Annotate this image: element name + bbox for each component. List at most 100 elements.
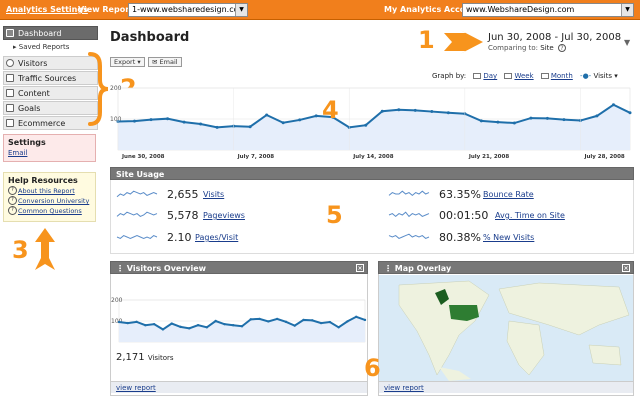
sidebar-item-traffic-sources[interactable]: Traffic Sources [3,71,98,85]
data-point [529,116,533,120]
x-tick-label: July 21, 2008 [468,154,509,160]
callout-6: 6 [364,354,381,382]
metric-label-link[interactable]: Bounce Rate [483,190,534,199]
data-point [430,110,434,114]
sparkline-path [116,190,158,198]
metric-value: 2.10 [167,231,192,244]
data-point [240,325,244,328]
envelope-icon: ✉ [152,58,160,66]
data-point [144,324,147,327]
visitors-count-value: 2,171 [116,352,145,363]
metric-label-link[interactable]: % New Visits [483,233,535,242]
help-icon[interactable]: ? [557,44,566,52]
graph-by-controls: Graph by: Day Week Month -●- Visits ▾ [432,72,618,80]
email-label: Email [159,58,178,66]
data-point [281,121,285,125]
sparkline-path [116,235,158,239]
help-link-conversion-university[interactable]: Conversion University [8,196,91,205]
callout-1: 1 [418,26,435,54]
graph-by-week[interactable]: Week [504,72,534,80]
email-button[interactable]: ✉ Email [148,57,182,67]
close-icon[interactable]: × [622,264,630,272]
calendar-icon [473,73,482,79]
accounts-value: www.WebshareDesign.com [466,5,575,14]
data-point [302,318,305,322]
settings-title: Settings [8,138,46,147]
analytics-settings-link[interactable]: Analytics Settings [6,5,88,14]
graph-by-day[interactable]: Day [473,72,497,80]
help-link-common-questions[interactable]: Common Questions [8,206,91,215]
sidebar-item-label: Traffic Sources [18,74,77,83]
view-report-link[interactable]: view report [111,381,367,393]
callout-4: 4 [322,96,339,124]
metric-label-link[interactable]: Visits [203,190,225,199]
accounts-label: My Analytics Accounts: [384,5,489,14]
top-bar: Analytics Settings View Reports: 1-www.w… [0,0,640,20]
metric-label-link[interactable]: Pages/Visit [195,233,239,242]
metric-value: 63.35% [439,188,481,201]
visitors-overview-panel: ⋮ Visitors Overview × 100 200 view report [110,261,368,396]
sidebar-item-saved-reports[interactable]: ▸ Saved Reports [3,41,98,53]
view-report-link[interactable]: view report [379,381,633,393]
sidebar-item-label: Content [18,89,50,98]
date-range[interactable]: Jun 30, 2008 - Jul 30, 2008 [488,32,622,43]
data-point [545,116,549,120]
chevron-down-icon[interactable]: ▼ [624,38,631,47]
y-tick-label: 100 [111,318,123,325]
graph-by-month-label: Month [550,72,573,80]
data-point [364,123,368,127]
series-area [118,104,630,150]
graph-by-month[interactable]: Month [540,72,573,80]
sidebar-item-ecommerce[interactable]: Ecommerce [3,116,98,130]
data-point [314,114,318,118]
help-link-about[interactable]: About this Report [8,186,91,195]
settings-email-link[interactable]: Email [8,149,28,157]
metric-row: 2.10 Pages/Visit [115,231,365,245]
sidebar-item-visitors[interactable]: Visitors [3,56,98,70]
sparkline-path [388,233,430,239]
sidebar: Dashboard ▸ Saved Reports Visitors Traff… [3,26,98,131]
graph-by-day-label: Day [483,72,498,80]
sidebar-item-label: Ecommerce [18,119,66,128]
data-point [248,125,252,129]
data-point [595,114,599,118]
metric-value: 80.38% [439,231,481,244]
data-point [199,122,203,126]
metric-label-link[interactable]: Avg. Time on Site [495,211,565,220]
data-point [512,121,516,125]
help-title: Help Resources [8,176,78,185]
data-point [611,103,615,107]
cart-icon [6,119,14,127]
sparkline [116,211,158,217]
flag-icon [6,104,14,112]
sidebar-item-dashboard[interactable]: Dashboard [3,26,98,40]
view-reports-select[interactable]: 1-www.websharedesign.com ▼ [128,3,248,17]
x-tick-label: July 14, 2008 [352,154,393,160]
data-point [265,113,269,117]
sparkline [388,190,430,197]
data-point [149,118,153,122]
page-title: Dashboard [110,30,190,45]
data-point [328,320,332,324]
data-point [215,125,219,129]
data-point [232,324,235,327]
legend-visits[interactable]: -●- Visits ▾ [580,72,618,80]
brace-annotation-icon [88,52,109,126]
sidebar-item-content[interactable]: Content [3,86,98,100]
graph-by-label: Graph by: [432,72,467,80]
metric-label-link[interactable]: Pageviews [203,211,245,220]
accounts-select[interactable]: www.WebshareDesign.com ▼ [462,3,634,17]
sidebar-item-goals[interactable]: Goals [3,101,98,115]
line-marker-icon: -●- [580,72,592,80]
sidebar-item-label: Visitors [18,59,48,68]
visitors-count-label: Visitors [147,354,174,362]
data-point [293,324,296,327]
export-button[interactable]: Export ▾ [110,57,145,67]
visitors-overview-header[interactable]: ⋮ Visitors Overview × [110,261,368,274]
data-point [298,118,302,122]
map-overlay-header[interactable]: ⋮ Map Overlay × [378,261,634,274]
data-point [628,111,632,115]
data-point [214,319,217,323]
settings-box: Settings Email [3,134,96,162]
close-icon[interactable]: × [356,264,364,272]
